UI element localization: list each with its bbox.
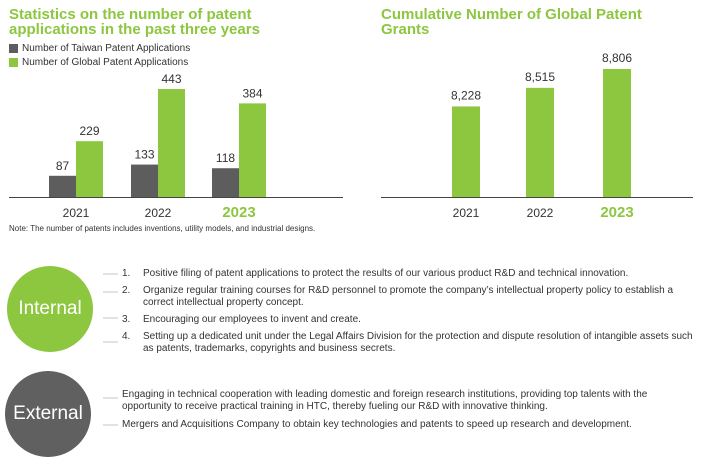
- item-text: Setting up a dedicated unit under the Le…: [143, 331, 693, 354]
- item-number: 2.: [122, 285, 131, 296]
- bar: [526, 87, 554, 197]
- data-label: 443: [161, 72, 181, 86]
- tick-label: 2021: [453, 206, 480, 220]
- external-list-item: Engaging in technical cooperation with l…: [122, 389, 648, 412]
- tick-label: 2022: [145, 206, 172, 220]
- legend-label-global: Number of Global Patent Applications: [22, 57, 189, 68]
- bar: [158, 89, 185, 197]
- chart-title-grants: Cumulative Number of Global Patent Grant…: [381, 6, 642, 38]
- item-number: 1.: [122, 268, 131, 279]
- chart-note: Note: The number of patents includes inv…: [9, 224, 316, 233]
- external-list: Engaging in technical cooperation with l…: [122, 389, 698, 437]
- tick-label: 2021: [63, 206, 90, 220]
- legend-swatch-taiwan: [9, 44, 18, 53]
- data-label: 8,515: [525, 70, 555, 84]
- bar: [452, 106, 480, 197]
- external-list-item: Mergers and Acquisitions Company to obta…: [122, 419, 632, 430]
- chart-title-applications: Statistics on the number of patent appli…: [9, 6, 260, 38]
- data-label: 133: [134, 148, 154, 162]
- tick-label: 2023: [222, 204, 255, 221]
- data-label: 118: [216, 151, 235, 165]
- legend-item-global: Number of Global Patent Applications: [9, 57, 188, 68]
- internal-list-item: 2. Organize regular training courses for…: [122, 285, 698, 309]
- legend-swatch-global: [9, 58, 18, 67]
- item-text: Positive filing of patent applications t…: [143, 268, 629, 279]
- bar: [131, 164, 158, 197]
- data-label: 8,806: [602, 51, 632, 65]
- internal-list: 1. Positive filing of patent application…: [122, 268, 698, 360]
- internal-list-item: 4. Setting up a dedicated unit under the…: [122, 331, 698, 355]
- legend-label-taiwan: Number of Taiwan Patent Applications: [22, 43, 191, 54]
- data-label: 384: [242, 86, 262, 100]
- item-text: Organize regular training courses for R&…: [143, 285, 674, 308]
- bar: [49, 175, 76, 197]
- external-badge: External: [5, 371, 91, 457]
- bar: [603, 69, 631, 197]
- internal-list-item: 3. Encouraging our employees to invent a…: [122, 314, 698, 326]
- item-number: 4.: [122, 331, 131, 342]
- tick-label: 2022: [527, 206, 554, 220]
- data-label: 8,228: [451, 88, 481, 102]
- applications-bar-chart: 87 229 2021 133 443 2022 118 384 2023: [9, 72, 343, 221]
- tick-label: 2023: [600, 204, 633, 221]
- bar: [212, 168, 239, 197]
- data-label: 229: [79, 124, 99, 138]
- item-number: 3.: [122, 314, 131, 325]
- legend-item-taiwan: Number of Taiwan Patent Applications: [9, 43, 190, 54]
- internal-list-item: 1. Positive filing of patent application…: [122, 268, 698, 280]
- bar: [239, 103, 266, 197]
- data-label: 87: [56, 159, 70, 173]
- item-text: Encouraging our employees to invent and …: [143, 314, 361, 325]
- bar: [76, 141, 103, 197]
- internal-badge: Internal: [7, 266, 93, 352]
- grants-bar-chart: 8,228 2021 8,515 2022 8,806 2023: [381, 51, 693, 221]
